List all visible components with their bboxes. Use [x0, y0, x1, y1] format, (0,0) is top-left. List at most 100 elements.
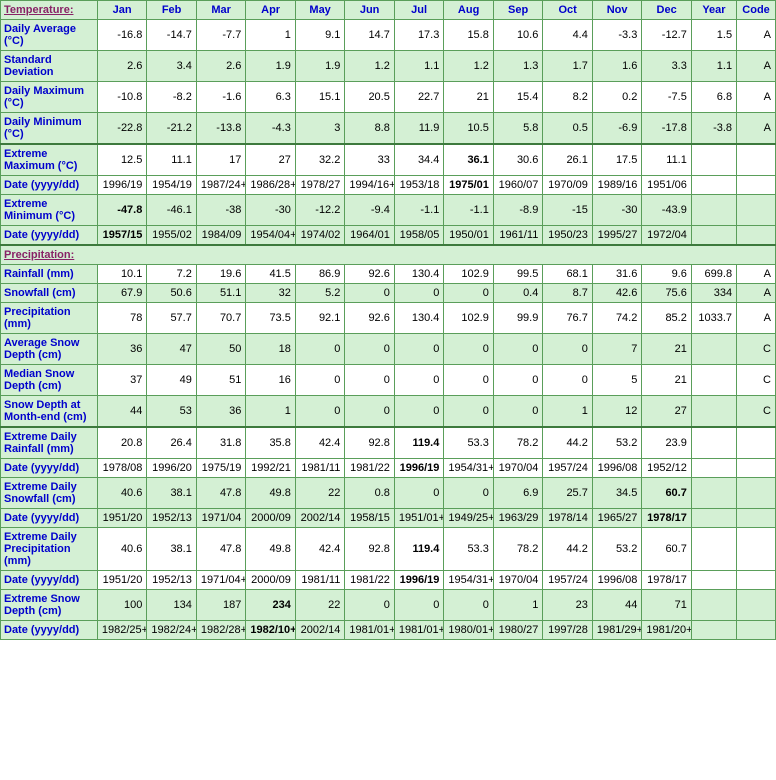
cell: -21.2 — [147, 113, 197, 145]
cell: 1.1 — [691, 51, 736, 82]
cell: -3.3 — [592, 20, 642, 51]
cell: 130.4 — [394, 303, 444, 334]
cell: 7.2 — [147, 265, 197, 284]
cell: -1.1 — [394, 195, 444, 226]
cell: -47.8 — [97, 195, 147, 226]
table-row: Date (yyyy/dd)1951/201952/131971/042000/… — [1, 509, 776, 528]
cell: 1.7 — [543, 51, 593, 82]
cell: 1960/07 — [493, 176, 543, 195]
cell: 1989/16 — [592, 176, 642, 195]
cell — [691, 226, 736, 246]
cell: 12 — [592, 396, 642, 428]
cell: 44.2 — [543, 427, 593, 459]
cell: 35.8 — [246, 427, 296, 459]
row-label: Extreme Maximum (°C) — [1, 144, 98, 176]
table-row: Snow Depth at Month-end (cm)445336100000… — [1, 396, 776, 428]
cell: 102.9 — [444, 265, 494, 284]
header-month: Apr — [246, 1, 296, 20]
cell: 1978/27 — [295, 176, 345, 195]
cell: 23.9 — [642, 427, 692, 459]
header-year: Year — [691, 1, 736, 20]
cell: 36 — [97, 334, 147, 365]
cell: 1950/23 — [543, 226, 593, 246]
cell: 11.9 — [394, 113, 444, 145]
row-label: Date (yyyy/dd) — [1, 176, 98, 195]
cell: 1980/27 — [493, 621, 543, 640]
table-row: Average Snow Depth (cm)36475018000000721… — [1, 334, 776, 365]
cell: -30 — [246, 195, 296, 226]
cell — [691, 509, 736, 528]
row-label: Daily Maximum (°C) — [1, 82, 98, 113]
cell: 41.5 — [246, 265, 296, 284]
cell: 30.6 — [493, 144, 543, 176]
cell: 1965/27 — [592, 509, 642, 528]
cell: 1.3 — [493, 51, 543, 82]
cell: 1986/28+ — [246, 176, 296, 195]
climate-table: Temperature: Jan Feb Mar Apr May Jun Jul… — [0, 0, 776, 640]
cell: 1997/28 — [543, 621, 593, 640]
cell: 21 — [642, 334, 692, 365]
cell — [691, 478, 736, 509]
cell: 26.1 — [543, 144, 593, 176]
cell: 1954/19 — [147, 176, 197, 195]
cell: -1.6 — [196, 82, 246, 113]
cell: 17 — [196, 144, 246, 176]
cell: 102.9 — [444, 303, 494, 334]
cell: 1992/21 — [246, 459, 296, 478]
table-row: Precipitation (mm)7857.770.773.592.192.6… — [1, 303, 776, 334]
table-row: Daily Average (°C)-16.8-14.7-7.719.114.7… — [1, 20, 776, 51]
header-month: Jul — [394, 1, 444, 20]
cell: 1958/05 — [394, 226, 444, 246]
cell — [737, 509, 776, 528]
cell — [737, 621, 776, 640]
cell: C — [737, 396, 776, 428]
cell: 0.5 — [543, 113, 593, 145]
cell: 2000/09 — [246, 571, 296, 590]
cell: 1958/15 — [345, 509, 395, 528]
cell: 3.4 — [147, 51, 197, 82]
cell: 22 — [295, 590, 345, 621]
cell: 1980/01+ — [444, 621, 494, 640]
cell: 0 — [543, 365, 593, 396]
cell: 1975/01 — [444, 176, 494, 195]
cell: 8.2 — [543, 82, 593, 113]
cell: -8.9 — [493, 195, 543, 226]
cell: 4.4 — [543, 20, 593, 51]
cell: -9.4 — [345, 195, 395, 226]
cell: 0 — [394, 590, 444, 621]
cell: 49 — [147, 365, 197, 396]
cell: 38.1 — [147, 528, 197, 571]
cell: 1.5 — [691, 20, 736, 51]
cell: 92.1 — [295, 303, 345, 334]
cell: 0 — [493, 396, 543, 428]
cell: 1957/24 — [543, 459, 593, 478]
header-code: Code — [737, 1, 776, 20]
cell: 49.8 — [246, 528, 296, 571]
table-row: Extreme Maximum (°C)12.511.1172732.23334… — [1, 144, 776, 176]
cell — [737, 571, 776, 590]
cell: 0 — [345, 365, 395, 396]
cell: A — [737, 51, 776, 82]
cell: 1981/22 — [345, 459, 395, 478]
cell: 0 — [345, 284, 395, 303]
cell — [691, 621, 736, 640]
cell: 11.1 — [147, 144, 197, 176]
cell — [737, 226, 776, 246]
cell: 130.4 — [394, 265, 444, 284]
cell: 1953/18 — [394, 176, 444, 195]
cell: 1996/08 — [592, 459, 642, 478]
cell: 42.4 — [295, 528, 345, 571]
header-row: Temperature: Jan Feb Mar Apr May Jun Jul… — [1, 1, 776, 20]
cell: 71 — [642, 590, 692, 621]
cell: 0 — [345, 590, 395, 621]
cell: 1033.7 — [691, 303, 736, 334]
cell: 47.8 — [196, 478, 246, 509]
cell — [691, 528, 736, 571]
cell: 53.3 — [444, 427, 494, 459]
cell: 12.5 — [97, 144, 147, 176]
cell — [691, 176, 736, 195]
cell: 51 — [196, 365, 246, 396]
table-row: Date (yyyy/dd)1982/25+1982/24+1982/28+19… — [1, 621, 776, 640]
cell: 10.6 — [493, 20, 543, 51]
cell: 1982/10+ — [246, 621, 296, 640]
